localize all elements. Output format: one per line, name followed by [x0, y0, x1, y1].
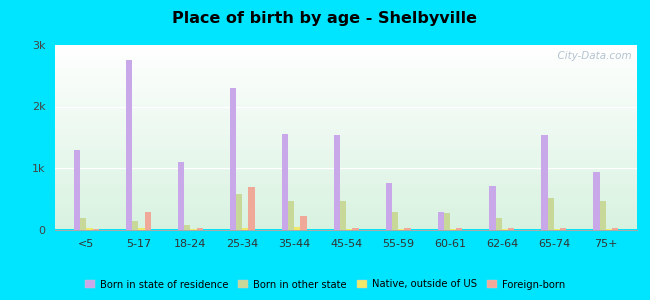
Bar [606, 229, 612, 230]
Bar [352, 228, 359, 230]
Bar [392, 212, 398, 230]
Bar [236, 194, 242, 230]
Bar [138, 228, 144, 230]
Bar [230, 88, 236, 230]
Bar [86, 228, 93, 230]
Bar [132, 221, 138, 230]
Bar [74, 150, 80, 230]
Bar [404, 228, 411, 230]
Bar [333, 135, 340, 230]
Bar [437, 212, 444, 230]
Bar [126, 60, 132, 230]
Bar [554, 229, 560, 230]
Bar [93, 229, 99, 230]
Bar [508, 228, 514, 230]
Bar [346, 229, 352, 230]
Bar [398, 229, 404, 230]
Bar [548, 197, 554, 230]
Bar [80, 218, 86, 230]
Bar [560, 228, 566, 230]
Bar [541, 135, 548, 230]
Bar [593, 172, 599, 230]
Text: City-Data.com: City-Data.com [551, 50, 631, 61]
Bar [144, 212, 151, 230]
Bar [190, 229, 196, 230]
Bar [612, 228, 618, 230]
Legend: Born in state of residence, Born in other state, Native, outside of US, Foreign-: Born in state of residence, Born in othe… [81, 275, 569, 293]
Bar [294, 227, 300, 230]
Bar [281, 134, 288, 230]
Bar [248, 187, 255, 230]
Bar [599, 201, 606, 230]
Bar [300, 216, 307, 230]
Bar [502, 229, 508, 230]
Text: Place of birth by age - Shelbyville: Place of birth by age - Shelbyville [172, 11, 478, 26]
Bar [496, 218, 502, 230]
Bar [184, 225, 190, 230]
Bar [385, 183, 392, 230]
Bar [444, 213, 450, 230]
Bar [340, 201, 346, 230]
Bar [456, 228, 463, 230]
Bar [489, 186, 496, 230]
Bar [242, 228, 248, 230]
Bar [178, 162, 184, 230]
Bar [196, 228, 203, 230]
Bar [450, 229, 456, 230]
Bar [288, 201, 294, 230]
